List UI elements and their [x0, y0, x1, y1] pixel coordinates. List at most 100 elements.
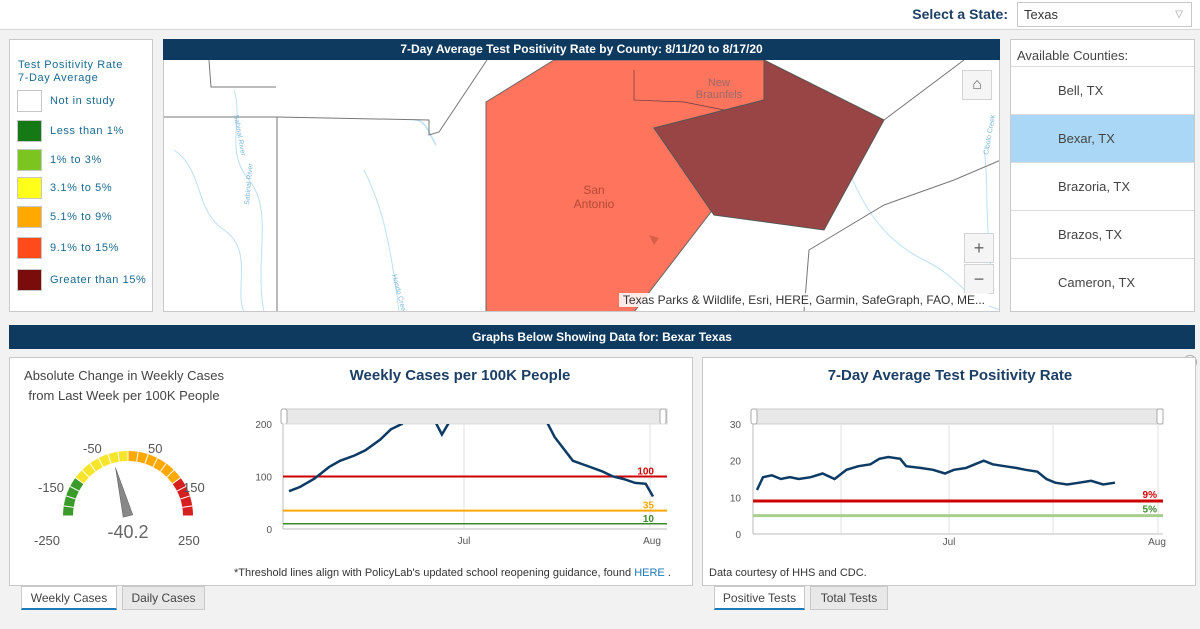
- county-item-cameron[interactable]: Cameron, TX: [1011, 258, 1194, 306]
- county-item-brazos[interactable]: Brazos, TX: [1011, 210, 1194, 258]
- weekly-threshold-label-100: 100: [637, 467, 654, 478]
- legend-label: 9.1% to 15%: [50, 242, 119, 254]
- weekly-chart-svg: 0 100 200 Jul Aug 100 35 10: [255, 408, 668, 547]
- legend-swatch: [17, 177, 42, 199]
- gauge-tick-mark: [98, 457, 104, 468]
- weekly-cases-panel: Absolute Change in Weekly Cases from Las…: [9, 357, 693, 586]
- weekly-chart-x-tick: Aug: [643, 536, 661, 547]
- gauge-tick-mark: [89, 463, 97, 472]
- positivity-chart-y-tick: 30: [730, 420, 742, 431]
- positivity-chart-y-tick: 20: [730, 457, 742, 468]
- legend-swatch: [17, 269, 42, 291]
- home-button[interactable]: ⌂: [962, 70, 992, 100]
- gauge-tick-label: -250: [34, 533, 60, 548]
- legend-item: 5.1% to 9%: [17, 206, 149, 228]
- zoom-in-button[interactable]: +: [964, 233, 994, 263]
- tab-positive-tests[interactable]: Positive Tests: [714, 586, 805, 610]
- gauge-band-orange: [127, 451, 181, 484]
- gauge-tick-label: 50: [148, 441, 162, 456]
- gauge-tick-label: 150: [183, 480, 205, 495]
- positivity-panel: 7-Day Average Test Positivity Rate 0 10 …: [702, 357, 1196, 586]
- county-item-bexar[interactable]: Bexar, TX: [1011, 114, 1194, 162]
- gauge-title: Absolute Change in Weekly Cases from Las…: [14, 366, 234, 406]
- zoom-out-button[interactable]: −: [964, 264, 994, 294]
- weekly-threshold-label-35: 35: [643, 501, 655, 512]
- legend-label: Not in study: [50, 95, 116, 107]
- county-item-brazoria[interactable]: Brazoria, TX: [1011, 162, 1194, 210]
- weekly-chart-title: Weekly Cases per 100K People: [349, 367, 571, 384]
- gauge-tick-mark: [144, 454, 149, 464]
- legend-item: 9.1% to 15%: [17, 237, 149, 259]
- home-icon: ⌂: [972, 76, 982, 93]
- map-attribution: Texas Parks & Wildlife, Esri, HERE, Garm…: [618, 293, 989, 307]
- weekly-chart-range-slider[interactable]: [282, 408, 668, 425]
- map-label-new-braunfels: New: [708, 77, 730, 89]
- positivity-chart-y-tick: 0: [735, 530, 741, 541]
- lake-line: [413, 119, 437, 146]
- positivity-chart-slider-handle-right[interactable]: [1156, 408, 1164, 425]
- tab-total-tests[interactable]: Total Tests: [810, 586, 888, 610]
- gauge-needle: [115, 467, 134, 518]
- legend-item: Greater than 15%: [17, 269, 149, 291]
- gauge-tick-mark: [69, 486, 80, 492]
- county-item-bell[interactable]: Bell, TX: [1011, 66, 1194, 114]
- legend-swatch: [17, 237, 42, 259]
- gauge-tick-mark: [66, 495, 76, 500]
- positivity-chart-x-tick: Aug: [1148, 537, 1166, 548]
- policylab-link[interactable]: HERE: [634, 567, 665, 579]
- gauge-tick-label: 250: [178, 533, 200, 548]
- gauge-tick-mark: [172, 477, 181, 485]
- map-canvas[interactable]: New Braunfels San Antonio Sabinal River …: [163, 60, 1000, 312]
- legend-label: 3.1% to 5%: [50, 182, 113, 194]
- gauge-tick-mark: [152, 457, 158, 468]
- positivity-threshold-label-5: 5%: [1143, 505, 1158, 516]
- counties-panel: Available Counties: Bell, TX Bexar, TX B…: [1010, 39, 1195, 312]
- legend-swatch: [17, 206, 42, 228]
- weekly-chart-slider-handle-left[interactable]: [280, 408, 288, 425]
- top-bar: Select a State: Texas ▽: [0, 0, 1200, 30]
- map-title: 7-Day Average Test Positivity Rate by Co…: [163, 39, 1000, 60]
- state-select-label: Select a State:: [912, 6, 1008, 22]
- gauge-tick-mark: [176, 486, 187, 492]
- legend-item: Not in study: [17, 90, 149, 112]
- legend-title-line1: Test Positivity Rate: [18, 59, 123, 71]
- map-label-new-braunfels: Braunfels: [696, 89, 743, 101]
- legend-label: Greater than 15%: [50, 274, 147, 286]
- gauge-value: -40.2: [107, 522, 148, 542]
- county-border: [276, 60, 488, 136]
- tab-daily-cases[interactable]: Daily Cases: [122, 586, 205, 610]
- county-border: [208, 60, 276, 88]
- gauge-svg: -150 -50 50 150 -250 250 -40.2: [34, 441, 205, 548]
- state-select[interactable]: Texas ▽: [1017, 2, 1192, 27]
- river-line: [173, 149, 245, 311]
- weekly-chart-x-tick: Jul: [458, 536, 471, 547]
- weekly-threshold-label-10: 10: [643, 514, 655, 525]
- legend-label: 5.1% to 9%: [50, 211, 113, 223]
- legend-swatch: [17, 149, 42, 171]
- gauge-tick-label: -50: [83, 441, 102, 456]
- legend-label: Less than 1%: [50, 125, 124, 137]
- county-border: [803, 160, 999, 311]
- legend-swatch: [17, 90, 42, 112]
- creek-line: [363, 169, 400, 311]
- positivity-chart-x-tick: Jul: [943, 537, 956, 548]
- lake-shape: [649, 235, 659, 245]
- counties-title: Available Counties:: [1017, 48, 1129, 63]
- positivity-chart-range-slider[interactable]: [752, 408, 1164, 425]
- threshold-footnote-text: *Threshold lines align with PolicyLab's …: [234, 567, 635, 579]
- gauge-tick-label: -150: [38, 480, 64, 495]
- gauge-title-line1: Absolute Change in Weekly Cases: [24, 368, 224, 383]
- tab-weekly-cases[interactable]: Weekly Cases: [21, 586, 117, 610]
- guadalupe-county-shape[interactable]: [653, 60, 885, 231]
- threshold-footnote-end: .: [664, 567, 671, 579]
- weekly-chart-slider-handle-right[interactable]: [659, 408, 667, 425]
- map-panel: 7-Day Average Test Positivity Rate by Co…: [163, 39, 1000, 312]
- positivity-chart-slider-handle-left[interactable]: [750, 408, 758, 425]
- county-border: [633, 70, 725, 111]
- positivity-chart-svg: 0 10 20 30 Jul Aug 9% 5%: [730, 408, 1166, 548]
- gauge-tick-mark: [180, 495, 190, 500]
- weekly-chart-y-tick: 200: [255, 420, 272, 431]
- state-select-value: Texas: [1024, 7, 1058, 22]
- gauge-tick-mark: [107, 454, 112, 464]
- map-label-river: Sabinal River: [244, 162, 255, 205]
